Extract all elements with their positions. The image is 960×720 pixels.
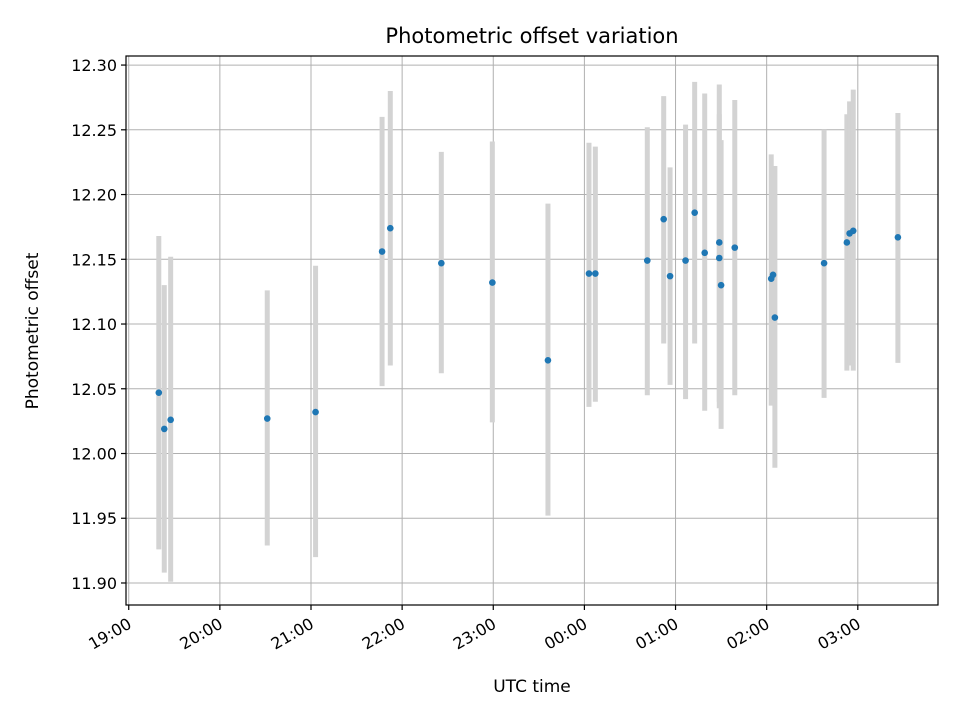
y-tick-label: 12.00: [71, 445, 117, 464]
y-axis-ticks: 11.90 11.95 12.00 12.05 12.10 12.15 12.20 12.25…: [71, 56, 126, 593]
grid-lines: [126, 56, 938, 605]
data-point: [386, 224, 394, 232]
data-point: [682, 257, 689, 264]
chart-title: Photometric offset variation: [385, 24, 678, 48]
y-tick-label: 11.95: [71, 509, 117, 528]
data-point: [769, 271, 777, 279]
data-point: [155, 389, 163, 396]
data-point: [717, 281, 725, 289]
data-point: [312, 408, 319, 416]
data-point: [167, 416, 174, 424]
plot-area: [126, 56, 938, 605]
data-point: [843, 239, 851, 246]
data-point: [771, 314, 779, 321]
data-point: [820, 259, 828, 267]
y-axis-label: Photometric offset: [23, 252, 43, 409]
y-tick-label: 12.05: [71, 380, 117, 399]
data-point: [438, 259, 445, 267]
data-point: [160, 425, 168, 433]
plot-frame: [125, 55, 939, 606]
data-point: [701, 249, 708, 257]
data-point: [544, 356, 552, 364]
data-points: [155, 209, 902, 433]
data-point: [585, 270, 593, 277]
y-tick-label: 12.10: [71, 315, 117, 334]
data-point: [894, 233, 902, 241]
data-point: [660, 215, 667, 223]
data-point: [378, 248, 386, 255]
y-tick-label: 12.15: [71, 250, 117, 269]
data-point: [263, 415, 271, 422]
data-point: [643, 257, 651, 264]
data-point: [715, 254, 723, 262]
x-axis-label: UTC time: [493, 677, 571, 697]
data-point: [666, 272, 674, 280]
data-point: [849, 227, 857, 235]
y-tick-label: 12.20: [71, 186, 117, 205]
data-point: [731, 244, 739, 251]
y-tick-label: 12.30: [71, 56, 117, 75]
data-point: [715, 239, 723, 246]
y-tick-label: 11.90: [71, 574, 117, 593]
y-tick-label: 12.25: [71, 121, 117, 140]
data-point: [489, 279, 496, 286]
data-point: [691, 209, 698, 216]
data-point: [592, 270, 599, 277]
